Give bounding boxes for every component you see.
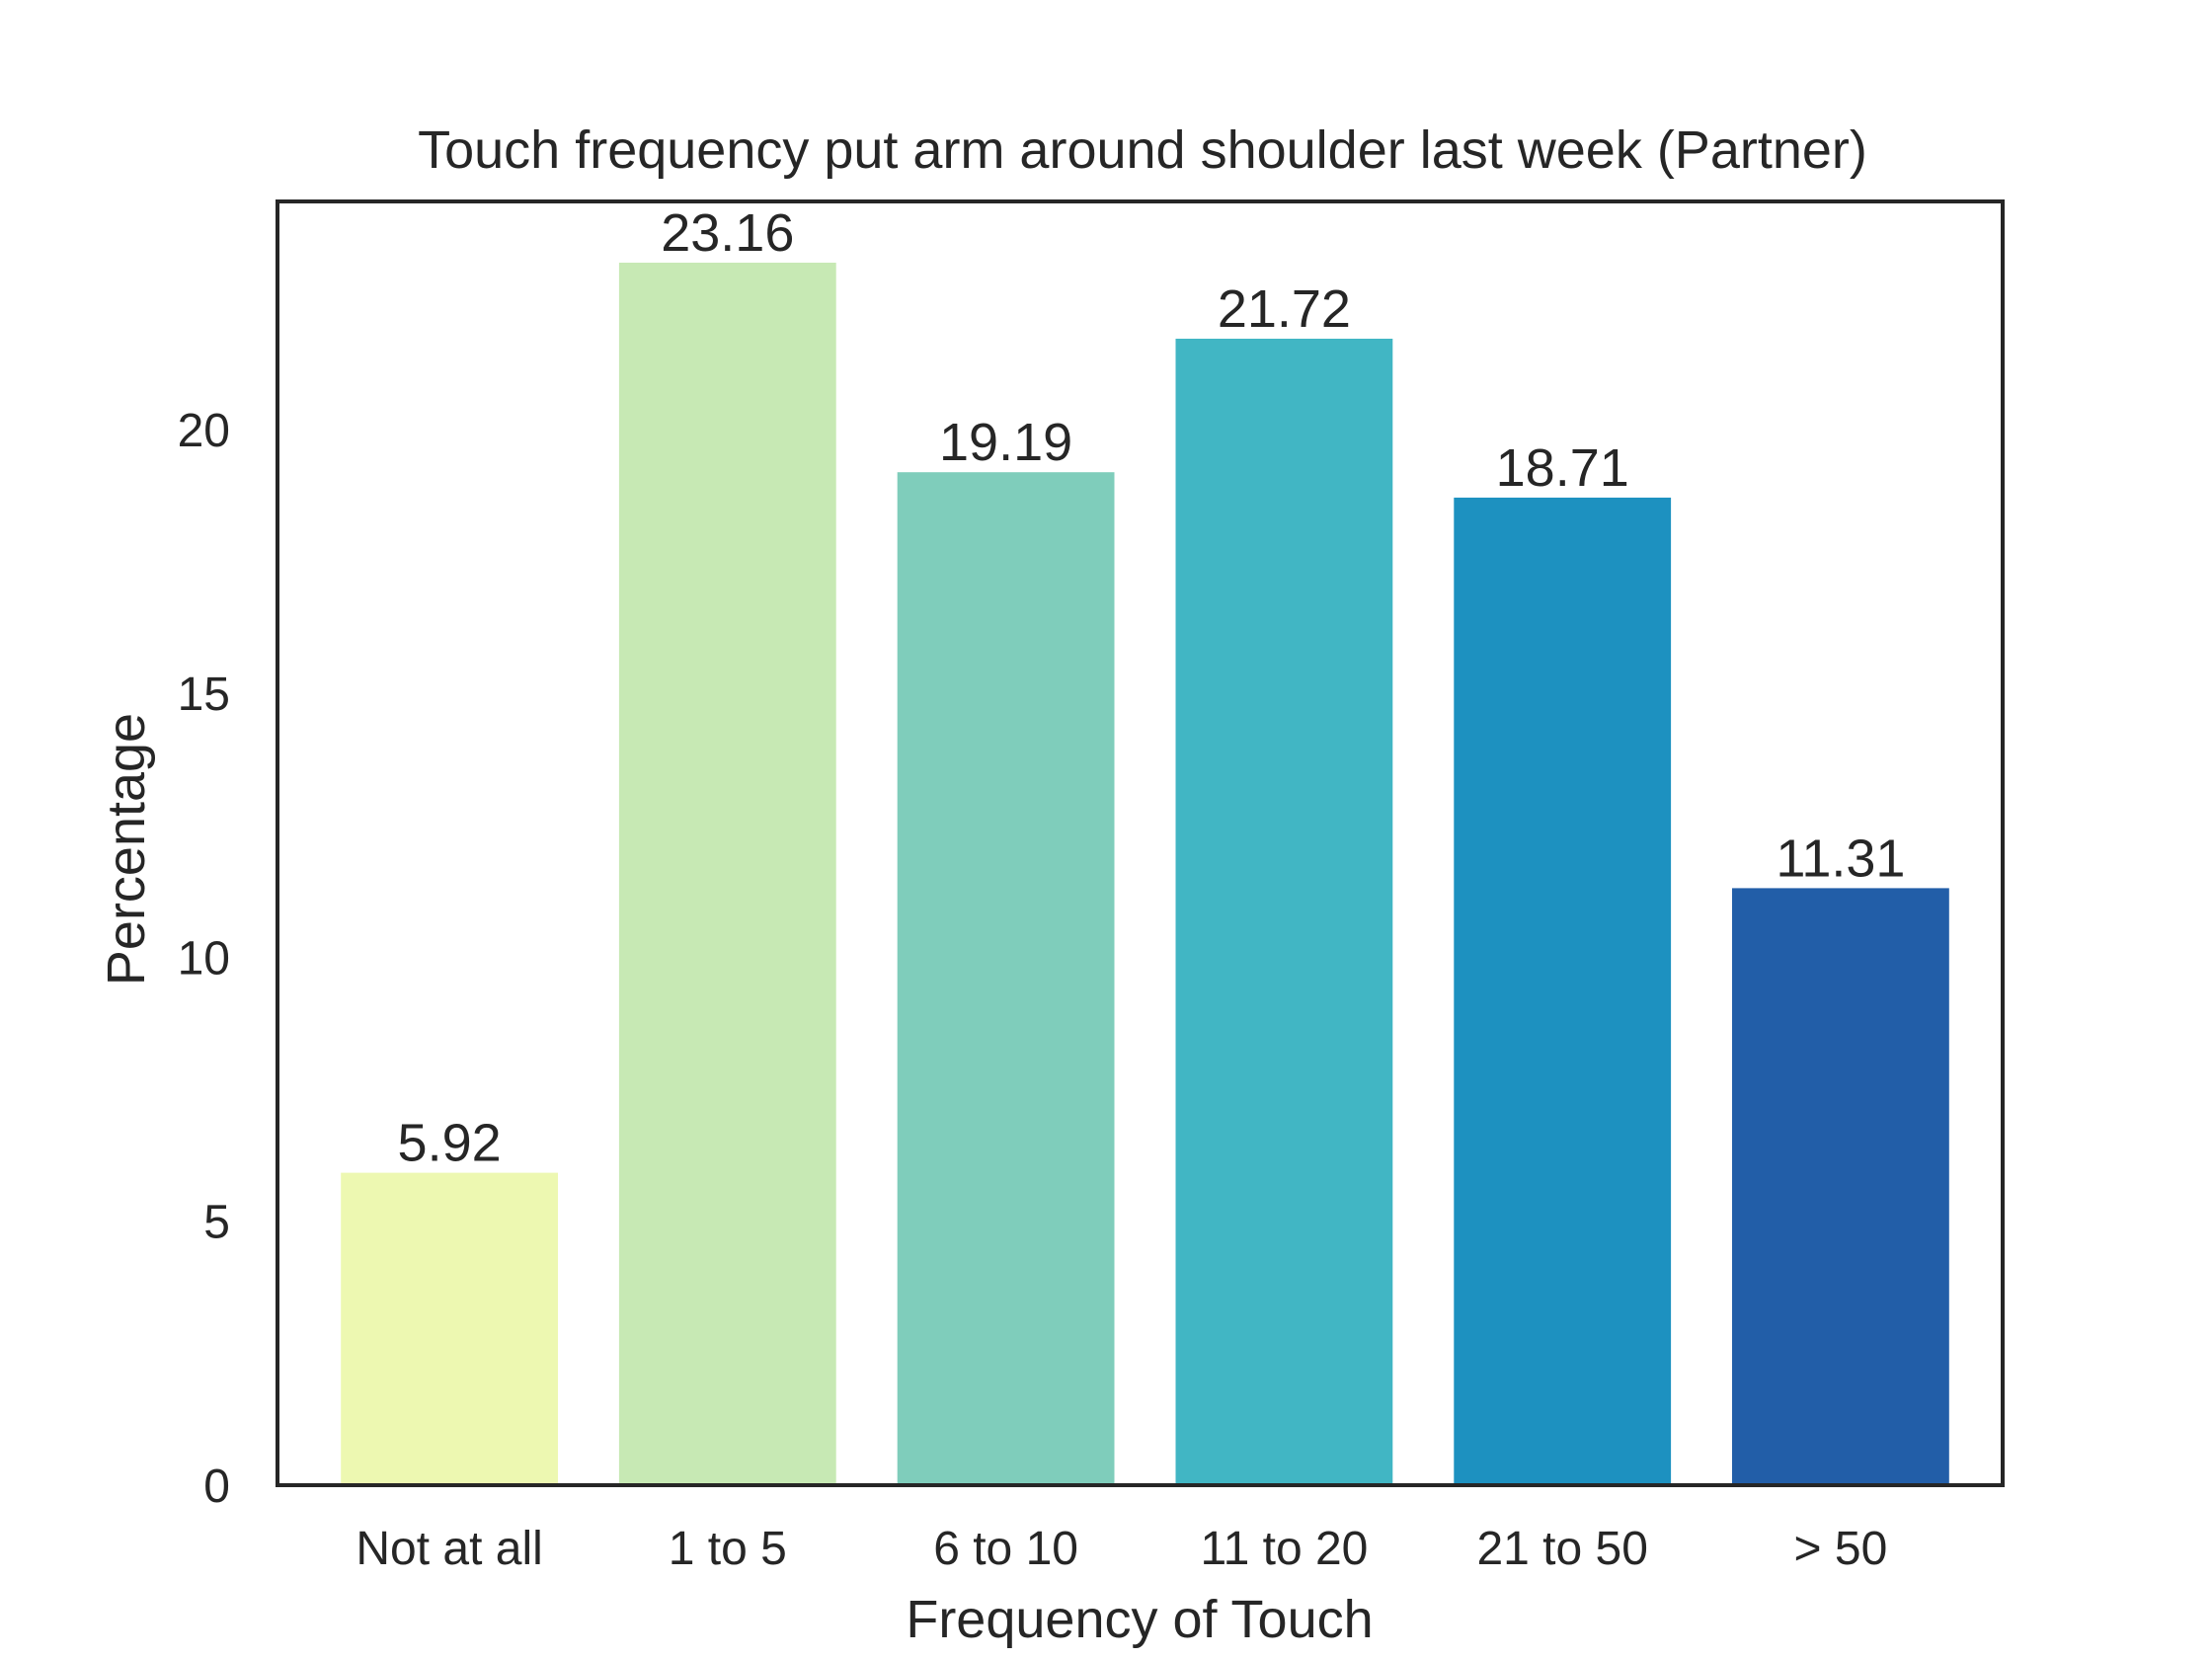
y-axis: 0 5 10 15 20 — [178, 405, 230, 1513]
bar-4 — [1175, 339, 1393, 1485]
x-tick-label: 6 to 10 — [933, 1523, 1078, 1575]
bar-value-label: 11.31 — [1776, 829, 1905, 888]
bar-5 — [1454, 497, 1672, 1485]
x-axis-label: Frequency of Touch — [906, 1590, 1373, 1649]
x-tick-label: Not at all — [356, 1523, 542, 1575]
x-tick-label: 11 to 20 — [1200, 1523, 1368, 1575]
bar-value-label: 21.72 — [1218, 279, 1351, 339]
plot-frame — [276, 199, 2005, 1487]
x-tick-label: 1 to 5 — [669, 1523, 787, 1575]
bar-1 — [341, 1172, 558, 1485]
bar-value-label: 18.71 — [1496, 438, 1629, 498]
y-axis-label: Percentage — [97, 713, 156, 986]
y-tick-label: 15 — [178, 669, 230, 721]
x-tick-label: > 50 — [1794, 1523, 1888, 1575]
bar-value-label: 23.16 — [661, 203, 794, 263]
y-tick-label: 20 — [178, 405, 230, 457]
y-tick-label: 10 — [178, 933, 230, 986]
chart-title: Touch frequency put arm around shoulder … — [418, 120, 1867, 180]
x-tick-label: 21 to 50 — [1476, 1523, 1647, 1575]
bar-value-label: 19.19 — [939, 413, 1072, 472]
bar-2 — [618, 263, 836, 1485]
bar-value-label: 5.92 — [398, 1114, 502, 1173]
x-axis: Not at all 1 to 5 6 to 10 11 to 20 21 to 50 >… — [356, 1523, 1887, 1575]
y-tick-label: 5 — [203, 1197, 230, 1249]
plot-area: 5.92 23.16 19.19 21.72 18.71 11.31 — [341, 203, 1949, 1486]
bar-3 — [897, 472, 1115, 1486]
bar-6 — [1732, 888, 1949, 1485]
y-tick-label: 0 — [203, 1461, 230, 1513]
